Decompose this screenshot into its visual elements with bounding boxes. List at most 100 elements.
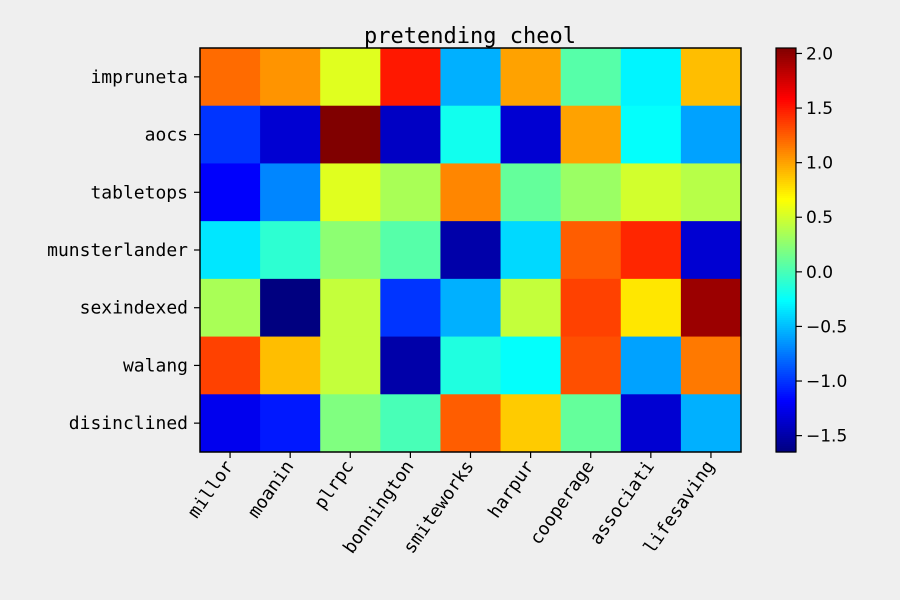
colorbar-tick-label: 2.0 <box>806 44 833 64</box>
colorbar-segment <box>776 210 796 213</box>
heatmap-cell <box>620 163 682 222</box>
colorbar-segment <box>776 358 796 361</box>
colorbar-segment <box>776 342 796 345</box>
colorbar-tick-label: −1.0 <box>806 372 847 392</box>
heatmap-cell <box>260 221 321 280</box>
colorbar-segment <box>776 274 796 277</box>
colorbar-segment <box>776 244 796 247</box>
heatmap-cell <box>500 336 562 395</box>
heatmap-cell <box>320 48 381 107</box>
colorbar-segment <box>776 272 796 275</box>
y-tick-label: sexindexed <box>80 298 188 319</box>
heatmap-cell <box>200 336 261 395</box>
colorbar-segment <box>776 292 796 295</box>
colorbar-segment <box>776 390 796 393</box>
colorbar-segment <box>776 76 796 79</box>
colorbar-segment <box>776 250 796 253</box>
heatmap-cell <box>260 48 321 107</box>
colorbar-segment <box>776 246 796 249</box>
y-tick-label: tabletops <box>90 182 188 203</box>
colorbar-segment <box>776 384 796 387</box>
colorbar-segment <box>776 202 796 205</box>
x-tick-label: harpur <box>484 457 539 522</box>
colorbar-segment <box>776 356 796 359</box>
colorbar-segment <box>776 192 796 195</box>
colorbar-segment <box>776 310 796 313</box>
colorbar-segment <box>776 298 796 301</box>
colorbar-segment <box>776 448 796 451</box>
colorbar-segment <box>776 368 796 371</box>
colorbar-segment <box>776 388 796 391</box>
colorbar-segment <box>776 422 796 425</box>
colorbar-segment <box>776 114 796 117</box>
colorbar-segment <box>776 222 796 225</box>
y-tick-label: disinclined <box>69 413 188 434</box>
heatmap-cell <box>560 336 622 395</box>
colorbar-segment <box>776 86 796 89</box>
heatmap-cell <box>680 394 742 453</box>
colorbar-segment <box>776 412 796 415</box>
colorbar-segment <box>776 48 796 51</box>
colorbar-segment <box>776 148 796 151</box>
heatmap-cell <box>380 163 441 222</box>
colorbar-segment <box>776 190 796 193</box>
colorbar-segment <box>776 288 796 291</box>
heatmap-cell <box>260 336 321 395</box>
colorbar-segment <box>776 60 796 63</box>
colorbar-segment <box>776 180 796 183</box>
colorbar-segment <box>776 82 796 85</box>
colorbar-segment <box>776 178 796 181</box>
colorbar-segment <box>776 112 796 115</box>
colorbar-segment <box>776 434 796 437</box>
colorbar-segment <box>776 266 796 269</box>
heatmap-cell <box>500 221 562 280</box>
colorbar-segment <box>776 312 796 315</box>
colorbar-segment <box>776 316 796 319</box>
heatmap-cell <box>500 278 562 338</box>
colorbar-segment <box>776 172 796 175</box>
heatmap-cell <box>320 394 381 453</box>
heatmap-cell <box>200 105 261 164</box>
heatmap-cell <box>620 105 682 164</box>
colorbar-segment <box>776 200 796 203</box>
heatmap-cell <box>440 394 502 453</box>
heatmap-cell <box>260 278 321 338</box>
heatmap-cell <box>560 278 622 338</box>
colorbar-segment <box>776 406 796 409</box>
colorbar-segment <box>776 300 796 303</box>
heatmap-cell <box>500 163 562 222</box>
colorbar-segment <box>776 110 796 113</box>
colorbar-segment <box>776 258 796 261</box>
colorbar-segment <box>776 154 796 157</box>
heatmap-cell <box>380 336 441 395</box>
heatmap-cell <box>440 48 502 107</box>
colorbar-segment <box>776 242 796 245</box>
heatmap-cell <box>440 105 502 164</box>
colorbar-segment <box>776 136 796 139</box>
colorbar-segment <box>776 290 796 293</box>
colorbar-segment <box>776 446 796 449</box>
heatmap-cell <box>260 105 321 164</box>
colorbar-segment <box>776 318 796 321</box>
colorbar-segment <box>776 196 796 199</box>
heatmap-cell <box>560 394 622 453</box>
colorbar-segment <box>776 408 796 411</box>
colorbar-segment <box>776 122 796 125</box>
colorbar-segment <box>776 254 796 257</box>
colorbar-segment <box>776 156 796 159</box>
colorbar-segment <box>776 218 796 221</box>
colorbar-segment <box>776 204 796 207</box>
colorbar-segment <box>776 414 796 417</box>
colorbar-frame <box>775 47 797 453</box>
heatmap-cell <box>320 221 381 280</box>
colorbar-segment <box>776 382 796 385</box>
colorbar-segment <box>776 92 796 95</box>
colorbar-tick-label: 1.0 <box>806 154 833 174</box>
colorbar-segment <box>776 366 796 369</box>
colorbar-segment <box>776 70 796 73</box>
colorbar-segment <box>776 72 796 75</box>
colorbar-segment <box>776 346 796 349</box>
colorbar-segment <box>776 138 796 141</box>
colorbar-segment <box>776 230 796 233</box>
colorbar-segment <box>776 164 796 167</box>
